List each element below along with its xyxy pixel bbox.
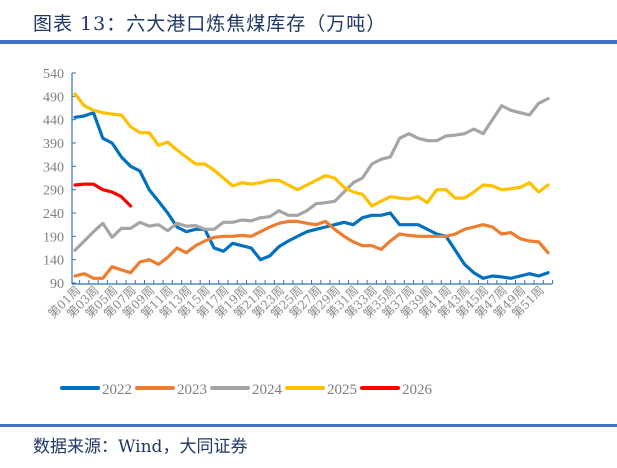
y-tick-label: 340 [43,160,64,175]
legend-label-2025: 2025 [327,382,357,398]
y-tick-label: 540 [43,67,64,82]
y-tick-label: 440 [43,114,64,129]
series-line-2024 [73,97,550,252]
legend-label-2022: 2022 [102,382,132,398]
y-tick-label: 490 [43,90,64,105]
y-tick-label: 390 [43,137,64,152]
source-note: 数据来源：Wind，大同证券 [33,437,248,457]
y-tick-label: 190 [43,230,64,245]
y-tick-label: 140 [43,254,64,269]
source-divider [0,424,617,427]
series-line-2022 [73,111,550,280]
chart-title: 图表 13：六大港口炼焦煤库存（万吨） [33,13,387,35]
y-tick-label: 90 [50,277,64,292]
legend-label-2024: 2024 [252,382,283,398]
series-line-2026 [73,182,133,208]
legend-label-2023: 2023 [177,382,207,398]
y-tick-label: 290 [43,184,64,199]
legend-label-2026: 2026 [402,382,433,398]
series-line-2023 [73,219,550,280]
series-line-2025 [73,92,550,208]
title-divider [0,40,617,44]
y-tick-label: 240 [43,207,64,222]
